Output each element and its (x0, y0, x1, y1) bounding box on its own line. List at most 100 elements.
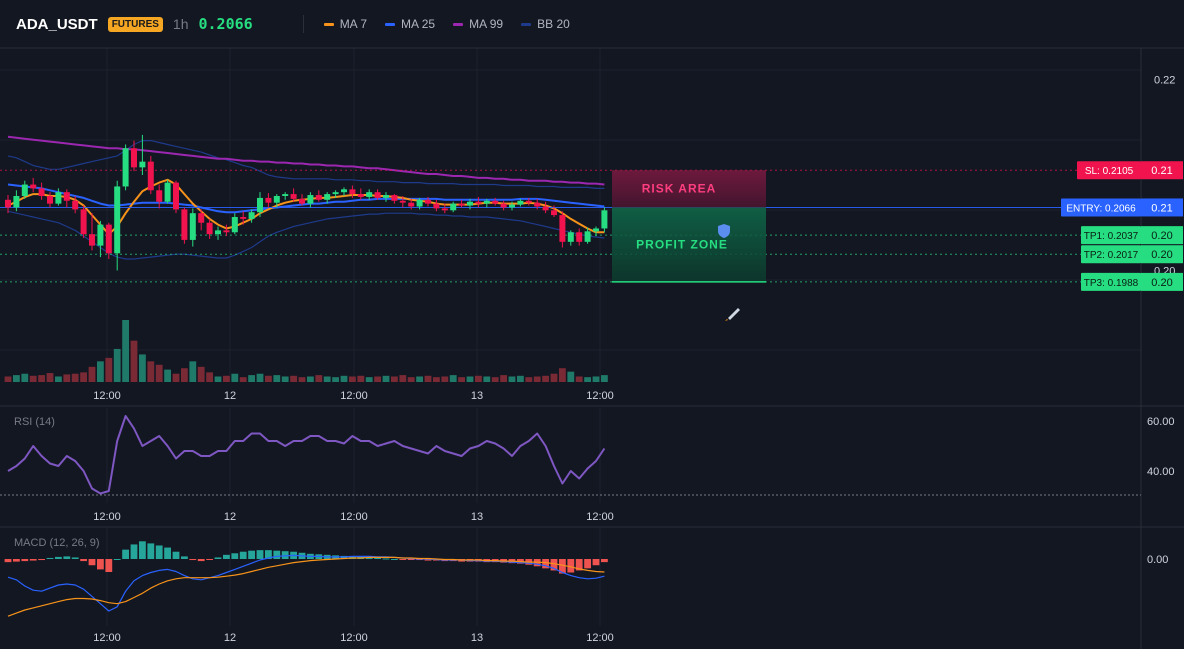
candle-body (5, 199, 11, 208)
volume-bar (315, 375, 323, 382)
volume-bars (4, 320, 608, 382)
candle-body (307, 195, 314, 204)
bb-upper-line (7, 140, 605, 189)
candlesticks (5, 134, 608, 271)
macd-histogram-bar (592, 559, 600, 566)
volume-bar (281, 376, 289, 382)
legend-swatch-icon (323, 22, 334, 26)
legend-label: MA 99 (469, 17, 504, 31)
candle-body (383, 195, 389, 198)
risk-reward-zones[interactable]: RISK AREA PROFIT ZONE (612, 170, 766, 321)
macd-histogram-bar (71, 557, 79, 559)
macd-histogram-bar (374, 557, 381, 559)
candle-body (366, 192, 373, 197)
candle-body (273, 196, 280, 203)
risk-zone (612, 170, 766, 208)
macd-histogram-bar (113, 559, 121, 560)
volume-bar (483, 376, 491, 382)
macd-histogram-bar (382, 558, 390, 560)
candle-body (248, 212, 255, 219)
candle-body (408, 202, 415, 207)
candle-body (13, 196, 20, 208)
volume-bar (458, 377, 465, 382)
candle-body (559, 215, 566, 242)
symbol-name[interactable]: ADA_USDT (16, 15, 98, 33)
volume-bar (374, 376, 381, 382)
x-tick-label: 13 (471, 632, 483, 644)
rsi-y-tick: 60.00 (1147, 416, 1175, 428)
macd-histogram-bar (559, 559, 566, 574)
volume-bar (349, 376, 356, 382)
candle-body (509, 204, 515, 208)
macd-histogram-bar (164, 547, 171, 559)
macd-histogram-bar (223, 554, 230, 559)
candle-body (332, 192, 339, 195)
level-axis-value: 0.21 (1151, 165, 1172, 177)
volume-bar (97, 361, 104, 382)
legend-bb20[interactable]: BB 20 (521, 17, 570, 31)
candle-body (593, 228, 599, 232)
macd-histogram-bar (365, 557, 373, 559)
volume-bar (500, 375, 507, 382)
macd-histogram-bar (88, 559, 96, 566)
volume-bar (172, 373, 180, 382)
macd-histogram-bar (407, 559, 415, 560)
macd-title: MACD (12, 26, 9) (14, 537, 100, 549)
volume-bar (542, 375, 549, 382)
volume-bar (340, 375, 348, 382)
volume-bar (13, 375, 20, 382)
macd-histogram-bar (575, 559, 583, 571)
candle-body (131, 148, 137, 168)
macd-histogram-bar (281, 551, 289, 559)
candle-body (567, 232, 574, 242)
volume-bar (449, 375, 457, 382)
volume-bar (407, 377, 415, 382)
volume-bar (416, 376, 423, 382)
macd-histogram-bar (55, 556, 62, 559)
volume-bar (273, 375, 281, 382)
candle-body (542, 206, 549, 211)
candle-body (601, 210, 608, 229)
candle-body (341, 189, 347, 193)
macd-histogram-bar (147, 543, 155, 559)
candle-body (450, 203, 457, 211)
level-label: TP3: 0.1988 (1084, 278, 1139, 289)
candle-body (265, 197, 272, 203)
candle-body (483, 200, 490, 204)
rocket-icon (728, 308, 740, 320)
legend-ma99[interactable]: MA 99 (453, 17, 503, 31)
shield-icon (718, 224, 730, 238)
legend-ma25[interactable]: MA 25 (385, 17, 435, 31)
legend-swatch-icon (453, 22, 464, 26)
macd-histogram-bar (273, 550, 281, 559)
macd-histogram-bar (265, 550, 272, 559)
rsi-title: RSI (14) (14, 416, 55, 428)
volume-bar (189, 361, 197, 382)
volume-bar (239, 377, 247, 382)
candle-body (492, 200, 499, 204)
level-axis-value: 0.20 (1151, 230, 1172, 242)
volume-bar (197, 366, 205, 382)
volume-bar (533, 376, 541, 382)
macd-histogram-bar (29, 559, 37, 561)
legend-ma7[interactable]: MA 7 (323, 17, 367, 31)
candle-body (441, 208, 448, 211)
candle-body (425, 199, 431, 204)
volume-bar (164, 369, 171, 382)
macd-histogram-bar (584, 559, 591, 569)
interval-selector[interactable]: 1h (172, 16, 189, 32)
candle-body (257, 197, 263, 213)
volume-bar (71, 373, 79, 382)
macd-histogram-bar (197, 559, 205, 562)
macd-histogram-bar (122, 549, 129, 559)
volume-bar (214, 376, 222, 382)
ma25-line (7, 183, 605, 214)
volume-bar (80, 372, 87, 382)
candle-body (38, 188, 45, 196)
panel-frame (0, 47, 1184, 649)
candle-body (433, 203, 440, 209)
volume-bar (231, 373, 239, 382)
x-tick-label: 12:00 (340, 632, 368, 644)
candle-body (374, 192, 381, 198)
